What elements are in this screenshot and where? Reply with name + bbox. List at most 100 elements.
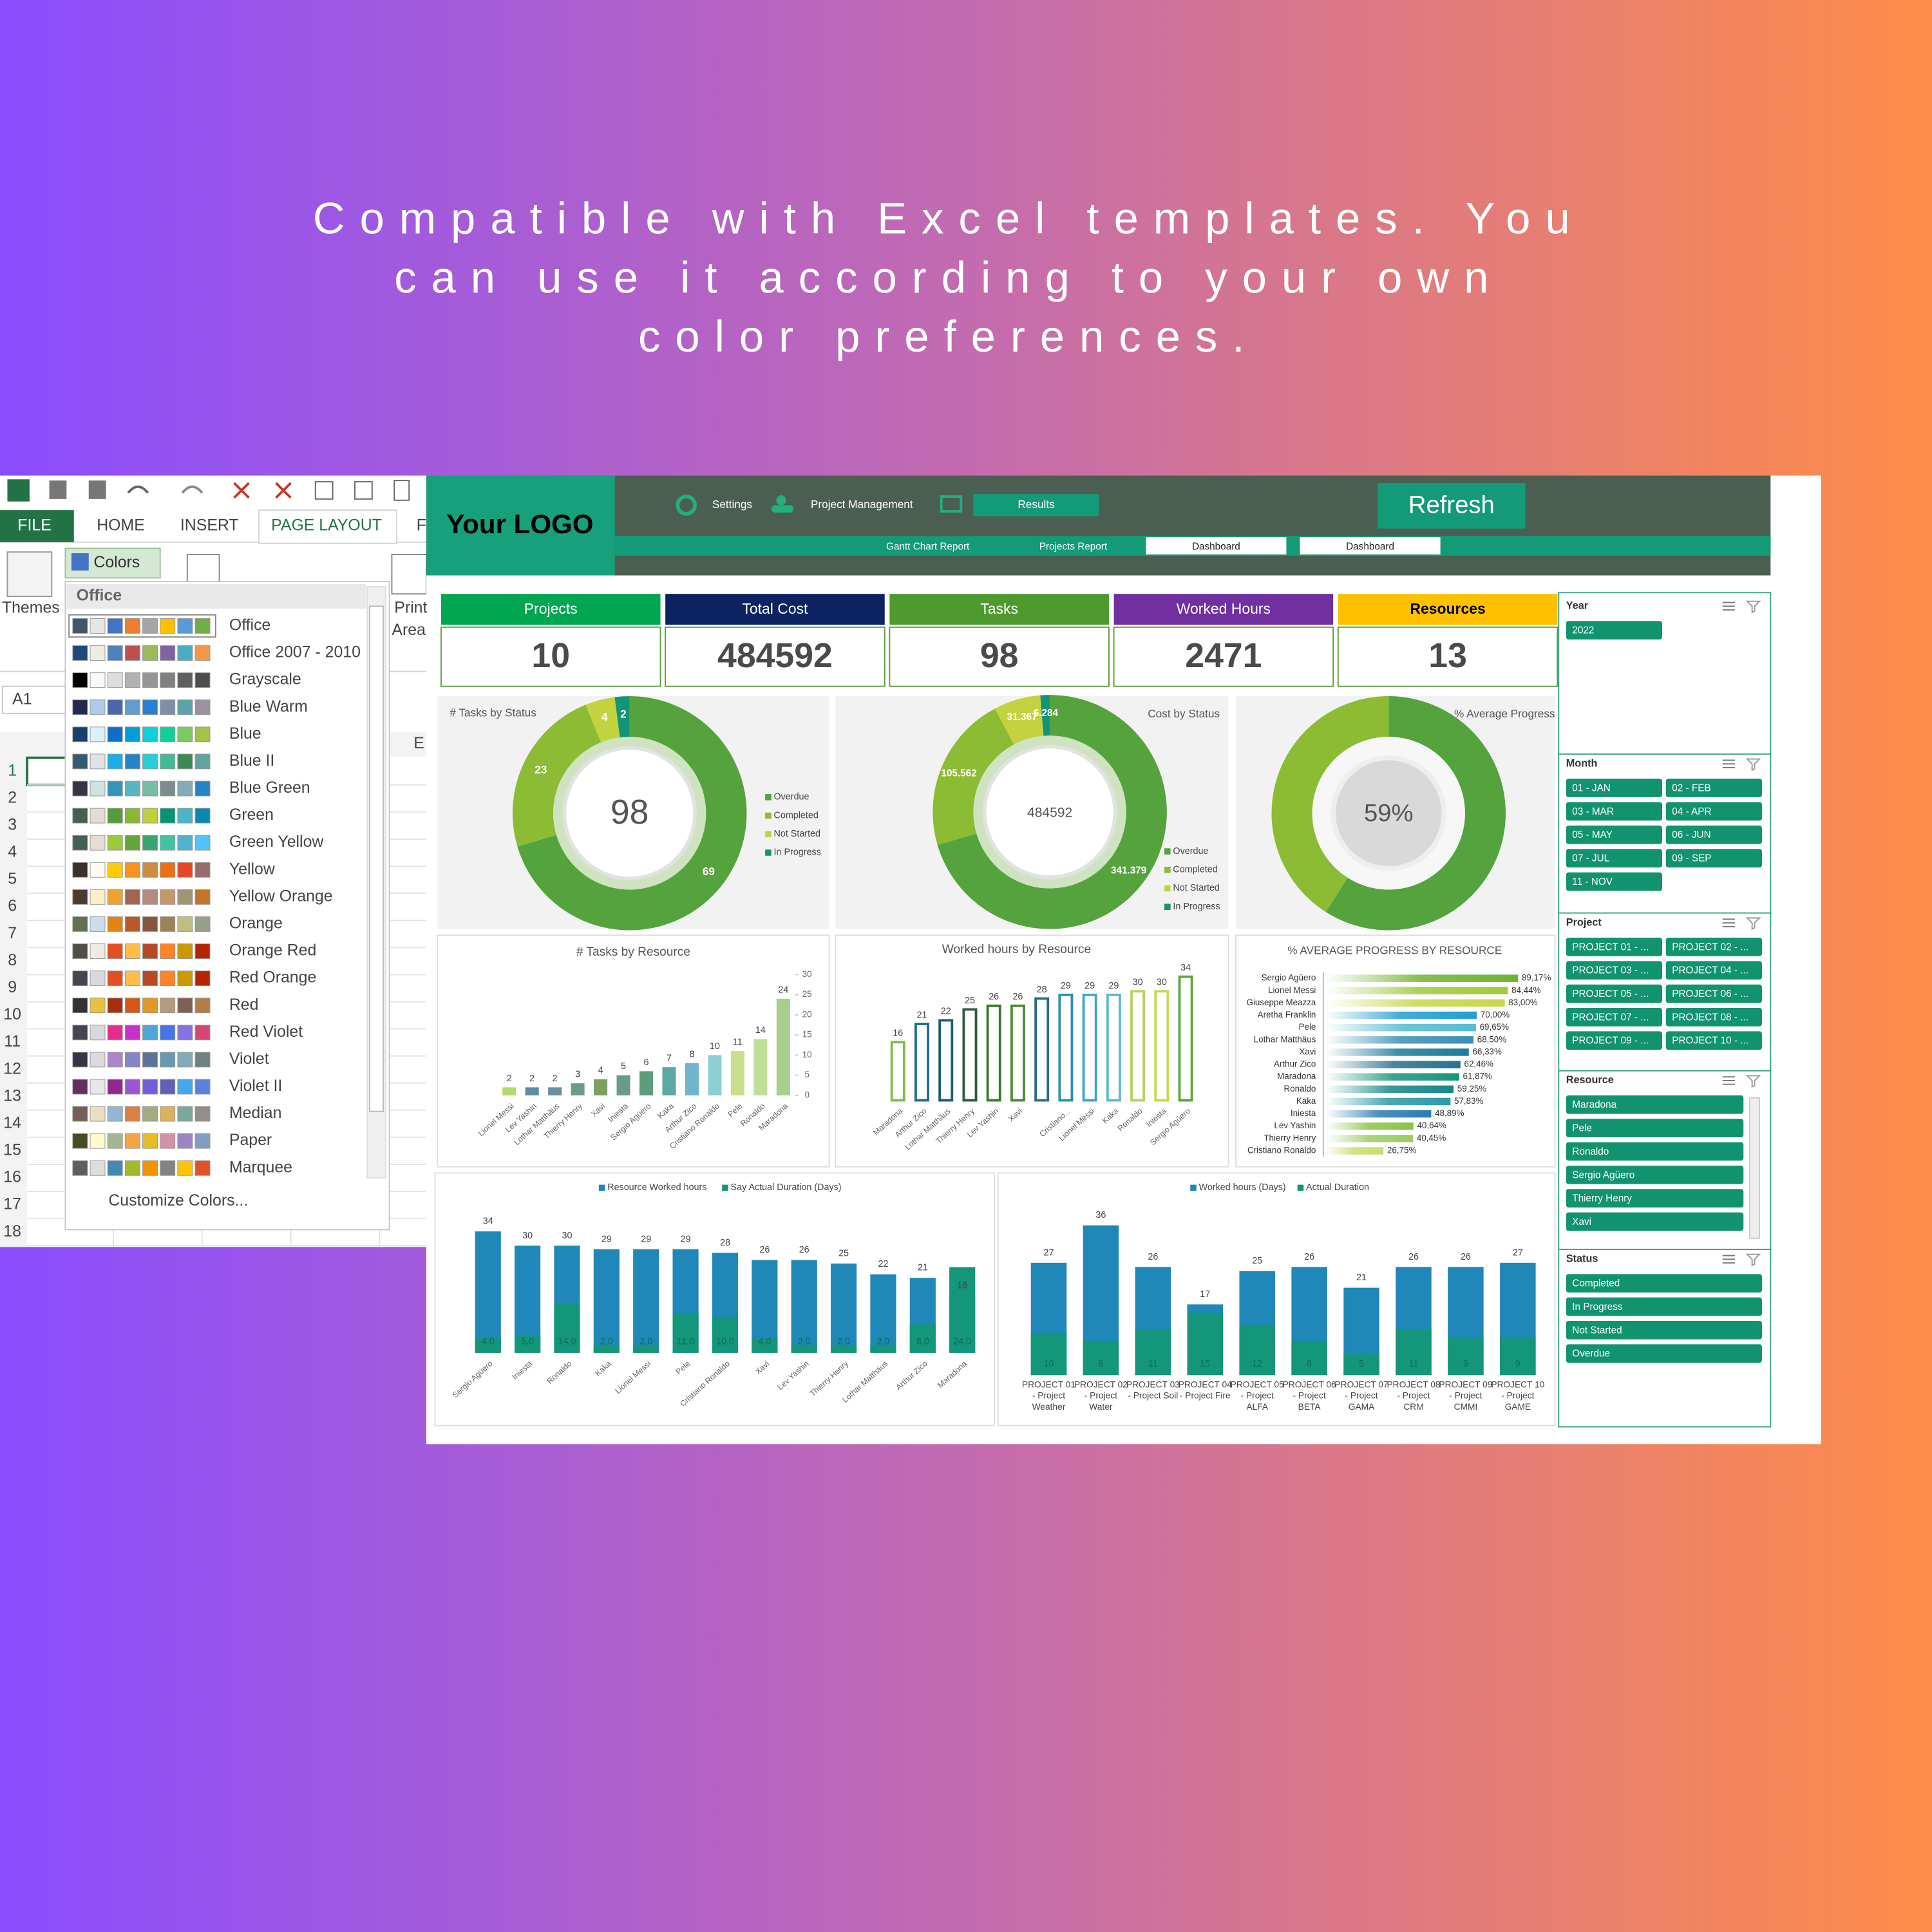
- theme-name[interactable]: Red Violet: [229, 1023, 303, 1041]
- slicer-button[interactable]: [1566, 1274, 1762, 1293]
- ribbon-tab[interactable]: FILE: [17, 516, 52, 535]
- slicer-button[interactable]: [1566, 1212, 1744, 1231]
- slicer-button[interactable]: [1665, 825, 1762, 844]
- theme-name[interactable]: Blue Green: [229, 779, 310, 797]
- slicer-button[interactable]: [1566, 1142, 1744, 1161]
- slicer-button[interactable]: [1566, 849, 1662, 867]
- nav-item[interactable]: Project Management: [811, 498, 913, 511]
- slicer-button[interactable]: [1665, 849, 1762, 867]
- slicer-button[interactable]: [1566, 1297, 1762, 1316]
- slicer-button[interactable]: [1665, 802, 1762, 821]
- nav-item[interactable]: Settings: [712, 498, 752, 511]
- theme-name[interactable]: Green: [229, 806, 274, 824]
- theme-name[interactable]: Violet: [229, 1050, 269, 1068]
- row-number: 12: [3, 1059, 21, 1077]
- theme-name[interactable]: Paper: [229, 1131, 272, 1149]
- theme-name[interactable]: Office: [229, 616, 270, 634]
- clear-filter-icon[interactable]: [1745, 917, 1761, 931]
- color-swatch: [194, 998, 211, 1014]
- ribbon-tab[interactable]: HOME: [97, 516, 145, 535]
- color-swatch: [107, 1052, 123, 1068]
- ribbon-tab[interactable]: INSERT: [180, 516, 239, 535]
- customize-colors[interactable]: Customize Colors...: [108, 1191, 248, 1209]
- slicer-button[interactable]: [1566, 1095, 1744, 1114]
- color-swatch: [194, 1052, 211, 1068]
- subnav-item[interactable]: Projects Report: [1039, 542, 1108, 553]
- theme-name[interactable]: Yellow: [229, 860, 276, 878]
- clear-filter-icon[interactable]: [1745, 1075, 1761, 1088]
- file-tab-bg: [0, 510, 74, 542]
- slicer-button[interactable]: [1566, 1321, 1762, 1340]
- donut-center-label: 98: [611, 793, 649, 831]
- slicer-button[interactable]: [1566, 961, 1662, 980]
- slicer-button[interactable]: [1566, 1189, 1744, 1208]
- y-tick-label: 0: [804, 1090, 809, 1099]
- slicer-button[interactable]: [1566, 937, 1662, 956]
- slicer-button[interactable]: [1566, 872, 1662, 891]
- theme-name[interactable]: Office 2007 - 2010: [229, 643, 361, 661]
- slicer-button[interactable]: [1566, 621, 1662, 639]
- theme-name[interactable]: Blue: [229, 724, 261, 743]
- slicer-item: PROJECT 06 - ...: [1672, 989, 1748, 999]
- slicer-button[interactable]: [1566, 1008, 1662, 1027]
- color-swatch: [177, 862, 193, 878]
- ribbon-tab[interactable]: F: [417, 516, 426, 535]
- clear-filter-icon[interactable]: [1745, 600, 1761, 614]
- color-swatch: [107, 862, 123, 878]
- slicer-button[interactable]: [1566, 1165, 1744, 1184]
- color-swatch: [177, 1160, 193, 1176]
- subnav-item[interactable]: Dashboard: [1192, 542, 1240, 553]
- bar: [1325, 1110, 1432, 1118]
- slicer-button[interactable]: [1665, 937, 1762, 956]
- multi-select-icon[interactable]: [1722, 918, 1735, 927]
- slicer-button[interactable]: [1665, 1031, 1762, 1050]
- color-swatch: [194, 618, 211, 634]
- bar: [1083, 1341, 1119, 1376]
- slicer-button[interactable]: [1566, 984, 1662, 1003]
- theme-name[interactable]: Violet II: [229, 1077, 282, 1095]
- theme-name[interactable]: Blue Warm: [229, 697, 308, 715]
- color-swatch: [72, 808, 88, 824]
- slicer-item: Xavi: [1572, 1217, 1591, 1227]
- theme-name[interactable]: Red Orange: [229, 969, 316, 987]
- color-swatch: [160, 916, 176, 932]
- ribbon-label[interactable]: Colors: [93, 553, 140, 571]
- bar: [1130, 990, 1146, 1102]
- slicer-button[interactable]: [1566, 1119, 1744, 1137]
- multi-select-icon[interactable]: [1722, 1255, 1735, 1264]
- logo: Your LOGO: [446, 509, 593, 539]
- clear-filter-icon[interactable]: [1745, 758, 1761, 772]
- ribbon-tab[interactable]: PAGE LAYOUT: [271, 516, 382, 535]
- slicer-button[interactable]: [1566, 802, 1662, 821]
- theme-name[interactable]: Orange: [229, 914, 283, 933]
- theme-name[interactable]: Red: [229, 996, 259, 1014]
- theme-name[interactable]: Marquee: [229, 1158, 292, 1176]
- subnav-item[interactable]: Gantt Chart Report: [886, 542, 970, 553]
- clear-filter-icon[interactable]: [1745, 1253, 1761, 1267]
- y-tick-label: Kaka: [1296, 1096, 1316, 1106]
- subnav-item[interactable]: Dashboard: [1346, 542, 1394, 553]
- theme-name[interactable]: Grayscale: [229, 670, 301, 688]
- slicer-button[interactable]: [1665, 779, 1762, 797]
- data-label: 3: [575, 1070, 580, 1080]
- multi-select-icon[interactable]: [1722, 759, 1735, 768]
- slicer-button[interactable]: [1566, 1031, 1662, 1050]
- multi-select-icon[interactable]: [1722, 601, 1735, 611]
- refresh-button[interactable]: Refresh: [1408, 491, 1495, 518]
- slicer-button[interactable]: [1566, 1344, 1762, 1363]
- slicer-button[interactable]: [1665, 961, 1762, 980]
- chart-title: Cost by Status: [1148, 707, 1220, 720]
- nav-item[interactable]: Results: [1018, 498, 1054, 511]
- slicer-button[interactable]: [1665, 1008, 1762, 1027]
- bar: [1082, 993, 1097, 1102]
- theme-name[interactable]: Yellow Orange: [229, 887, 333, 905]
- slicer-button[interactable]: [1566, 779, 1662, 797]
- multi-select-icon[interactable]: [1722, 1076, 1735, 1085]
- theme-name[interactable]: Green Yellow: [229, 833, 325, 851]
- slicer-button[interactable]: [1566, 825, 1662, 844]
- slicer-button[interactable]: [1665, 984, 1762, 1003]
- theme-name[interactable]: Blue II: [229, 752, 274, 770]
- theme-name[interactable]: Orange Red: [229, 942, 316, 960]
- theme-name[interactable]: Median: [229, 1104, 282, 1122]
- menu-header: Office: [77, 587, 122, 605]
